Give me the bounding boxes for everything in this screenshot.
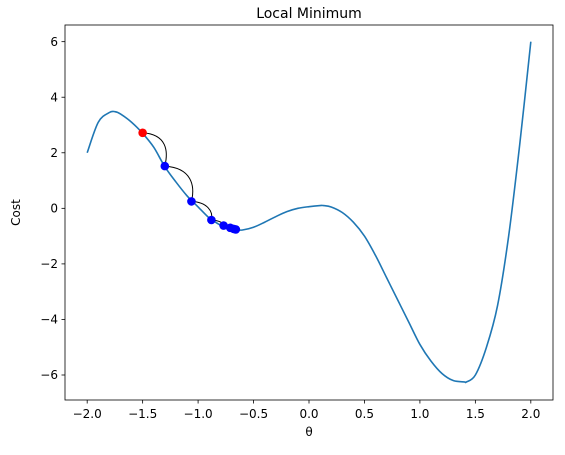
x-tick-label: 0.5 xyxy=(355,407,374,421)
step-point-4 xyxy=(219,221,228,230)
start-point xyxy=(138,128,147,138)
y-tick-label: 0 xyxy=(50,202,58,216)
y-tick-label: −4 xyxy=(40,313,58,327)
x-tick-label: 1.0 xyxy=(410,407,429,421)
x-axis-title: θ xyxy=(305,425,312,439)
step-point-2 xyxy=(187,197,196,206)
x-tick-label: −2.0 xyxy=(73,407,102,421)
axes-frame xyxy=(64,24,554,401)
chart-title: Local Minimum xyxy=(256,6,362,22)
step-point-3 xyxy=(207,215,216,225)
step-point-7 xyxy=(231,225,241,234)
x-tick-label: −0.5 xyxy=(239,407,268,421)
x-tick-label: −1.0 xyxy=(184,407,213,421)
y-tick-label: 4 xyxy=(50,90,58,104)
x-tick-label: 0.0 xyxy=(299,407,318,421)
plot-area xyxy=(86,41,532,384)
x-tick-label: −1.5 xyxy=(128,407,157,421)
y-tick-label: 6 xyxy=(50,35,58,49)
y-tick-label: −6 xyxy=(40,368,58,382)
y-axis-title: Cost xyxy=(9,199,23,226)
y-tick-label: 2 xyxy=(50,146,58,160)
y-tick-label: −2 xyxy=(40,257,58,271)
cost-curve-line xyxy=(86,41,532,384)
x-axis-ticks: −2.0 −1.5 −1.0 −0.5 0.0 0.5 1.0 1.5 2.0 xyxy=(73,400,540,421)
x-tick-label: 2.0 xyxy=(521,407,540,421)
x-tick-label: 1.5 xyxy=(466,407,485,421)
step-point-1 xyxy=(160,161,170,171)
y-axis-ticks: −6 −4 −2 0 2 4 6 xyxy=(40,35,65,382)
